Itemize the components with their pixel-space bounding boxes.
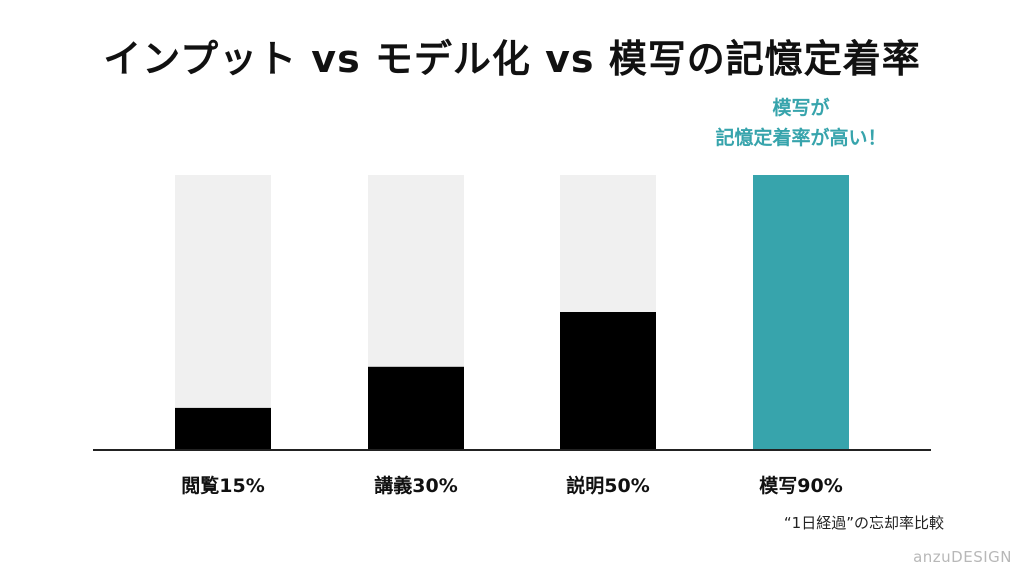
- bar: [753, 175, 849, 449]
- category-label: 説明50%: [566, 474, 649, 497]
- annotation-line: 記憶定着率が高い！: [715, 126, 886, 149]
- bar: [175, 407, 271, 449]
- bar-track: [175, 175, 271, 449]
- bars: [175, 175, 849, 449]
- footnote: “1日経過”の忘却率比較: [783, 514, 944, 532]
- brand-watermark: anzuDESIGN: [913, 548, 1012, 566]
- category-label: 模写90%: [759, 474, 842, 497]
- category-label: 閲覧15%: [181, 474, 264, 497]
- bar: [560, 312, 656, 449]
- chart-title: インプット vs モデル化 vs 模写の記憶定着率: [103, 37, 921, 81]
- category-labels: 閲覧15% 講義30% 説明50% 模写90%: [181, 474, 842, 497]
- category-label: 講義30%: [374, 474, 457, 497]
- bar-tracks: [175, 175, 849, 449]
- annotation-line: 模写が: [772, 96, 829, 119]
- bar: [368, 366, 464, 449]
